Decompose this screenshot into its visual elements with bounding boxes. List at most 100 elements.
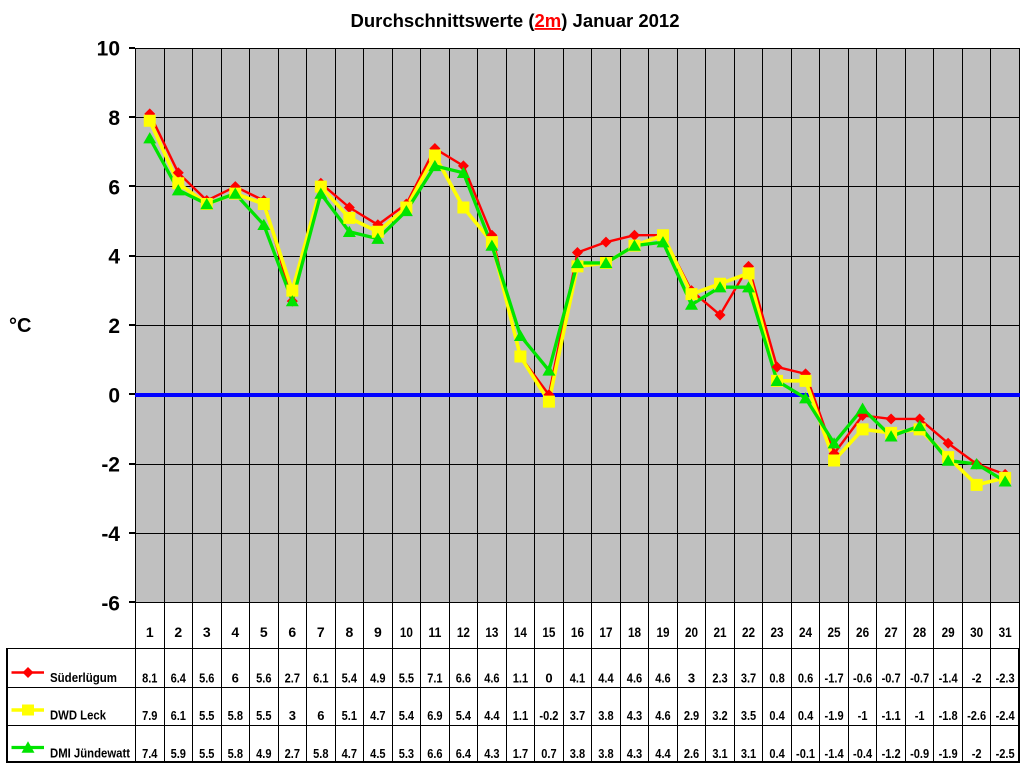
svg-text:-0.2: -0.2 [539, 708, 558, 723]
svg-text:4: 4 [231, 624, 239, 640]
svg-text:23: 23 [771, 624, 784, 640]
svg-text:4.6: 4.6 [627, 671, 642, 686]
svg-text:5.4: 5.4 [342, 671, 358, 686]
svg-text:19: 19 [656, 624, 669, 640]
svg-text:1: 1 [146, 624, 154, 640]
svg-text:8: 8 [108, 107, 120, 130]
svg-text:4.3: 4.3 [627, 708, 642, 723]
svg-text:Süderlügum: Süderlügum [50, 671, 117, 685]
svg-text:-2.3: -2.3 [996, 671, 1015, 686]
svg-text:3: 3 [289, 708, 296, 723]
svg-text:5.8: 5.8 [228, 708, 243, 723]
svg-text:2.7: 2.7 [285, 746, 300, 761]
svg-text:-1.4: -1.4 [825, 746, 845, 761]
svg-text:5.9: 5.9 [171, 746, 186, 761]
svg-text:2: 2 [174, 624, 182, 640]
svg-text:13: 13 [485, 624, 498, 640]
svg-text:3.7: 3.7 [570, 708, 585, 723]
svg-text:-6: -6 [101, 592, 120, 615]
svg-text:1.7: 1.7 [513, 746, 528, 761]
svg-text:-0.1: -0.1 [796, 746, 815, 761]
svg-text:10: 10 [400, 624, 413, 640]
svg-text:4.6: 4.6 [655, 708, 670, 723]
svg-text:6.6: 6.6 [427, 746, 442, 761]
svg-text:4.4: 4.4 [655, 746, 671, 761]
svg-text:0.6: 0.6 [798, 671, 813, 686]
svg-text:-4: -4 [101, 523, 120, 546]
svg-text:4: 4 [108, 246, 120, 269]
svg-text:7.9: 7.9 [142, 708, 157, 723]
svg-text:6.4: 6.4 [456, 746, 472, 761]
svg-text:14: 14 [514, 624, 527, 640]
svg-text:0: 0 [545, 671, 552, 686]
svg-text:27: 27 [885, 624, 898, 640]
svg-text:-1.8: -1.8 [939, 708, 958, 723]
svg-text:0: 0 [108, 384, 120, 407]
svg-text:-1.2: -1.2 [882, 746, 901, 761]
svg-text:15: 15 [542, 624, 555, 640]
svg-text:-1.9: -1.9 [939, 746, 958, 761]
svg-text:4.6: 4.6 [655, 671, 670, 686]
svg-text:26: 26 [856, 624, 869, 640]
svg-text:-1.4: -1.4 [939, 671, 959, 686]
svg-text:-2.5: -2.5 [996, 746, 1015, 761]
svg-text:7: 7 [317, 624, 325, 640]
svg-text:2.7: 2.7 [285, 671, 300, 686]
svg-text:-1: -1 [858, 708, 868, 723]
svg-text:28: 28 [913, 624, 926, 640]
svg-text:4.4: 4.4 [484, 708, 500, 723]
svg-text:DWD Leck: DWD Leck [50, 709, 106, 723]
svg-text:7.1: 7.1 [427, 671, 442, 686]
svg-text:5.5: 5.5 [199, 708, 214, 723]
svg-text:3.5: 3.5 [741, 708, 756, 723]
svg-text:4.9: 4.9 [256, 746, 271, 761]
svg-text:0.4: 0.4 [798, 708, 814, 723]
svg-text:8.1: 8.1 [142, 671, 157, 686]
svg-text:3.8: 3.8 [570, 746, 585, 761]
svg-text:0.4: 0.4 [769, 708, 785, 723]
svg-text:-1.9: -1.9 [825, 708, 844, 723]
svg-text:2.9: 2.9 [684, 708, 699, 723]
svg-text:4.4: 4.4 [598, 671, 614, 686]
svg-text:-0.7: -0.7 [882, 671, 901, 686]
svg-text:1.1: 1.1 [513, 708, 528, 723]
svg-text:6.4: 6.4 [171, 671, 187, 686]
svg-text:3.7: 3.7 [741, 671, 756, 686]
svg-text:5.6: 5.6 [256, 671, 271, 686]
svg-text:-1.7: -1.7 [825, 671, 844, 686]
svg-text:6.1: 6.1 [313, 671, 328, 686]
svg-text:4.7: 4.7 [370, 708, 385, 723]
svg-text:5.8: 5.8 [228, 746, 243, 761]
svg-text:0.4: 0.4 [769, 746, 785, 761]
svg-text:6.6: 6.6 [456, 671, 471, 686]
svg-text:11: 11 [428, 624, 441, 640]
svg-text:25: 25 [828, 624, 841, 640]
svg-text:3: 3 [203, 624, 211, 640]
svg-text:4.6: 4.6 [484, 671, 499, 686]
svg-text:3.1: 3.1 [741, 746, 756, 761]
svg-text:3.1: 3.1 [712, 746, 727, 761]
svg-text:21: 21 [713, 624, 726, 640]
svg-text:3.8: 3.8 [598, 708, 613, 723]
svg-text:6: 6 [317, 708, 324, 723]
svg-text:6: 6 [288, 624, 296, 640]
svg-text:7.4: 7.4 [142, 746, 158, 761]
svg-text:5.5: 5.5 [256, 708, 271, 723]
svg-text:2.6: 2.6 [684, 746, 699, 761]
svg-text:-1: -1 [915, 708, 925, 723]
svg-text:4.3: 4.3 [627, 746, 642, 761]
svg-text:5.3: 5.3 [399, 746, 414, 761]
svg-text:9: 9 [374, 624, 382, 640]
svg-text:-2.6: -2.6 [967, 708, 986, 723]
svg-text:3.2: 3.2 [712, 708, 727, 723]
svg-text:-0.6: -0.6 [853, 671, 872, 686]
svg-text:30: 30 [970, 624, 983, 640]
svg-text:4.5: 4.5 [370, 746, 385, 761]
svg-text:5: 5 [260, 624, 268, 640]
svg-text:0.7: 0.7 [541, 746, 556, 761]
svg-text:-2: -2 [972, 746, 982, 761]
svg-text:4.1: 4.1 [570, 671, 585, 686]
svg-text:29: 29 [942, 624, 955, 640]
svg-text:18: 18 [628, 624, 641, 640]
svg-text:5.5: 5.5 [199, 746, 214, 761]
